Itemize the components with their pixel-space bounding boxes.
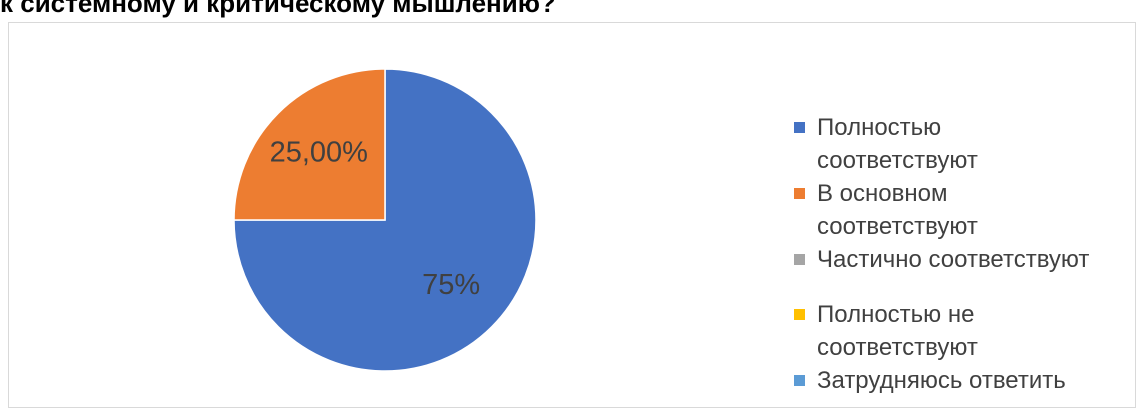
legend-label: Затрудняюсь ответить — [817, 367, 1066, 394]
pie-data-label-1: 25,00% — [270, 136, 368, 168]
chart-legend: Полностью соответствуют В основном соотв… — [789, 111, 1145, 397]
pie-slice-1 — [233, 68, 386, 221]
legend-label: В основном соответствуют — [817, 180, 978, 240]
legend-label: Частично соответствуют — [817, 246, 1090, 273]
legend-swatch — [794, 254, 805, 265]
pie-chart: 75% 25,00% — [233, 68, 537, 372]
legend-swatch — [794, 309, 805, 320]
legend-swatch — [794, 188, 805, 199]
legend-item-fully: Полностью соответствуют — [789, 111, 1145, 177]
pie-data-label-0: 75% — [422, 269, 480, 301]
legend-label: Полностью соответствуют — [817, 114, 978, 174]
legend-swatch — [794, 122, 805, 133]
legend-label: Полностью не соответствуют — [817, 301, 978, 361]
legend-swatch — [794, 375, 805, 386]
legend-item-partially: Частично соответствуют — [789, 243, 1145, 276]
pie-slice-0 — [233, 68, 537, 372]
legend-item-mostly: В основном соответствуют — [789, 177, 1145, 243]
legend-item-not: Полностью не соответствуют — [789, 298, 1145, 364]
legend-item-unsure: Затрудняюсь ответить — [789, 364, 1145, 397]
chart-area: 75% 25,00% Полностью соответствуют В осно… — [8, 22, 1136, 408]
chart-title: к системному и критическому мышлению? — [0, 0, 556, 18]
